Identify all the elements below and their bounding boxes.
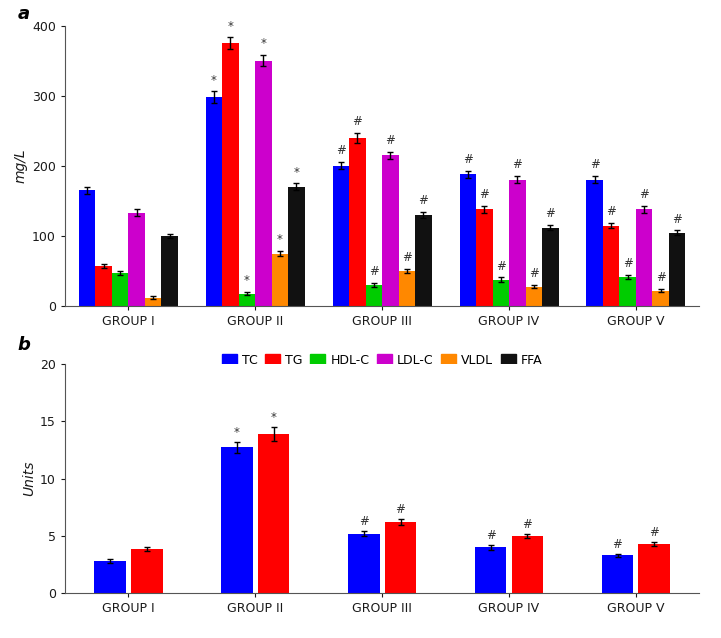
Text: #: #	[640, 188, 649, 201]
Bar	[239, 293, 255, 306]
Bar	[601, 556, 633, 593]
Text: #: #	[650, 526, 659, 539]
Bar	[639, 544, 671, 593]
Text: #: #	[496, 260, 505, 272]
Text: #: #	[353, 115, 363, 128]
Bar	[603, 226, 619, 306]
Text: #: #	[396, 503, 405, 516]
Y-axis label: mg/L: mg/L	[14, 149, 28, 183]
Bar	[349, 138, 366, 306]
Text: #: #	[369, 265, 379, 278]
Text: #: #	[590, 158, 600, 172]
Text: #: #	[359, 516, 368, 528]
Bar	[512, 536, 544, 593]
Bar	[382, 155, 399, 306]
Bar	[476, 209, 492, 306]
Bar	[586, 180, 603, 306]
Bar	[542, 228, 559, 306]
Bar	[258, 434, 290, 593]
Text: #: #	[655, 272, 665, 285]
Y-axis label: Units: Units	[22, 461, 36, 496]
Bar	[492, 279, 509, 306]
Text: a: a	[17, 4, 30, 23]
Text: #: #	[672, 212, 682, 226]
Bar	[272, 254, 288, 306]
Text: #: #	[606, 205, 616, 218]
Bar	[131, 549, 163, 593]
Text: #: #	[528, 267, 539, 280]
Text: #: #	[545, 207, 555, 220]
Text: *: *	[260, 37, 267, 50]
Text: *: *	[270, 411, 277, 424]
Bar	[509, 180, 526, 306]
Bar	[385, 522, 417, 593]
Text: b: b	[17, 336, 30, 355]
Text: #: #	[336, 144, 346, 158]
Text: #: #	[513, 158, 522, 172]
Bar	[526, 286, 542, 306]
Bar	[95, 266, 112, 306]
Bar	[348, 533, 379, 593]
Text: #: #	[386, 134, 395, 147]
Text: #: #	[523, 518, 532, 531]
Bar	[288, 187, 305, 306]
Text: *: *	[277, 233, 283, 246]
Bar	[636, 209, 653, 306]
Bar	[415, 215, 432, 306]
Bar	[145, 298, 162, 306]
Bar	[619, 277, 636, 306]
Text: *: *	[228, 20, 234, 33]
Bar	[128, 213, 145, 306]
Bar	[366, 285, 382, 306]
Text: *: *	[234, 426, 240, 439]
Bar	[94, 561, 125, 593]
Bar	[459, 174, 476, 306]
Bar	[221, 447, 252, 593]
Bar	[474, 547, 506, 593]
Text: #: #	[479, 188, 490, 201]
Bar	[669, 233, 686, 306]
Text: #: #	[623, 256, 632, 270]
Bar	[255, 61, 272, 306]
Bar	[79, 190, 95, 306]
Text: #: #	[418, 195, 428, 207]
Bar	[653, 291, 669, 306]
Text: *: *	[211, 73, 217, 87]
Legend: TC, TG, HDL-C, LDL-C, VLDL, FFA: TC, TG, HDL-C, LDL-C, VLDL, FFA	[217, 349, 547, 372]
Bar	[112, 273, 128, 306]
Bar	[162, 236, 178, 306]
Text: *: *	[293, 165, 299, 179]
Bar	[399, 271, 415, 306]
Text: #: #	[463, 153, 473, 166]
Text: *: *	[244, 274, 250, 287]
Text: #: #	[613, 538, 622, 551]
Bar	[205, 97, 222, 306]
Bar	[332, 166, 349, 306]
Text: #: #	[486, 530, 495, 542]
Bar	[222, 43, 239, 306]
Text: #: #	[402, 251, 412, 264]
